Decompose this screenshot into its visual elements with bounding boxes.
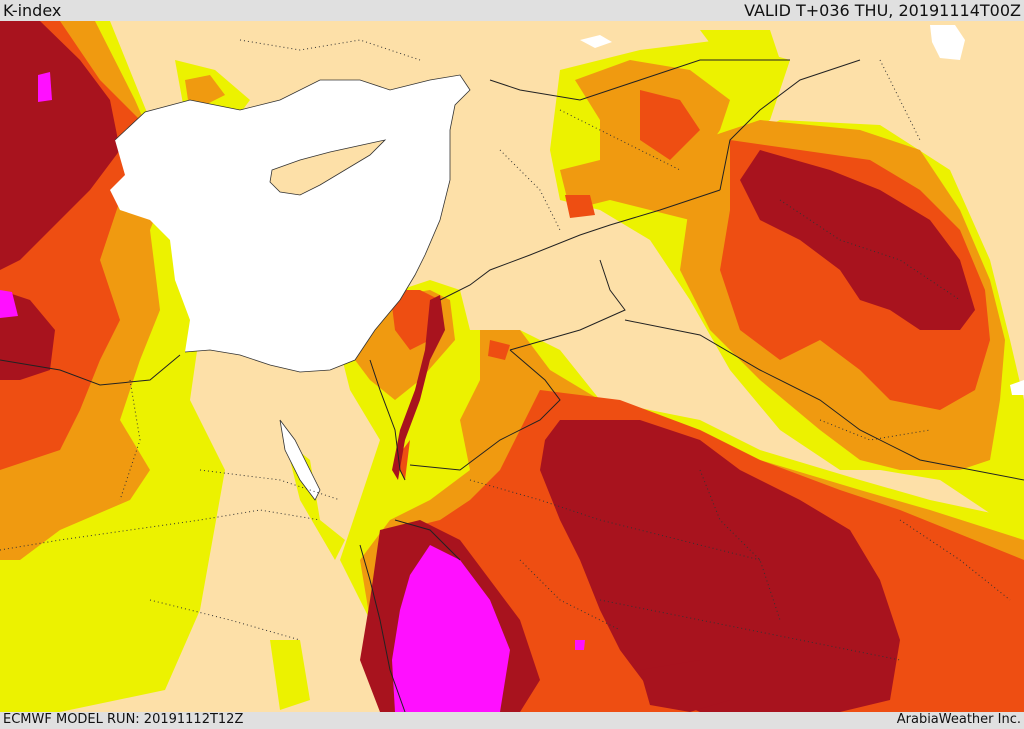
k-index-level-5-area: [0, 72, 585, 712]
map-panel[interactable]: [0, 21, 1024, 712]
footer-bar: ECMWF MODEL RUN: 20191112T12Z ArabiaWeat…: [0, 712, 1024, 729]
credit-label: ArabiaWeather Inc.: [896, 712, 1021, 727]
map-title: K-index: [3, 1, 62, 20]
header-bar: K-index VALID T+036 THU, 20191114T00Z: [0, 0, 1024, 21]
valid-time: VALID T+036 THU, 20191114T00Z: [744, 1, 1021, 20]
coastlines: [114, 74, 471, 501]
sea-water: [110, 25, 1024, 500]
province-borders: [0, 39, 1011, 661]
k-index-map[interactable]: [0, 21, 1024, 712]
model-run-label: ECMWF MODEL RUN: 20191112T12Z: [3, 712, 244, 727]
country-borders: [0, 59, 1024, 712]
